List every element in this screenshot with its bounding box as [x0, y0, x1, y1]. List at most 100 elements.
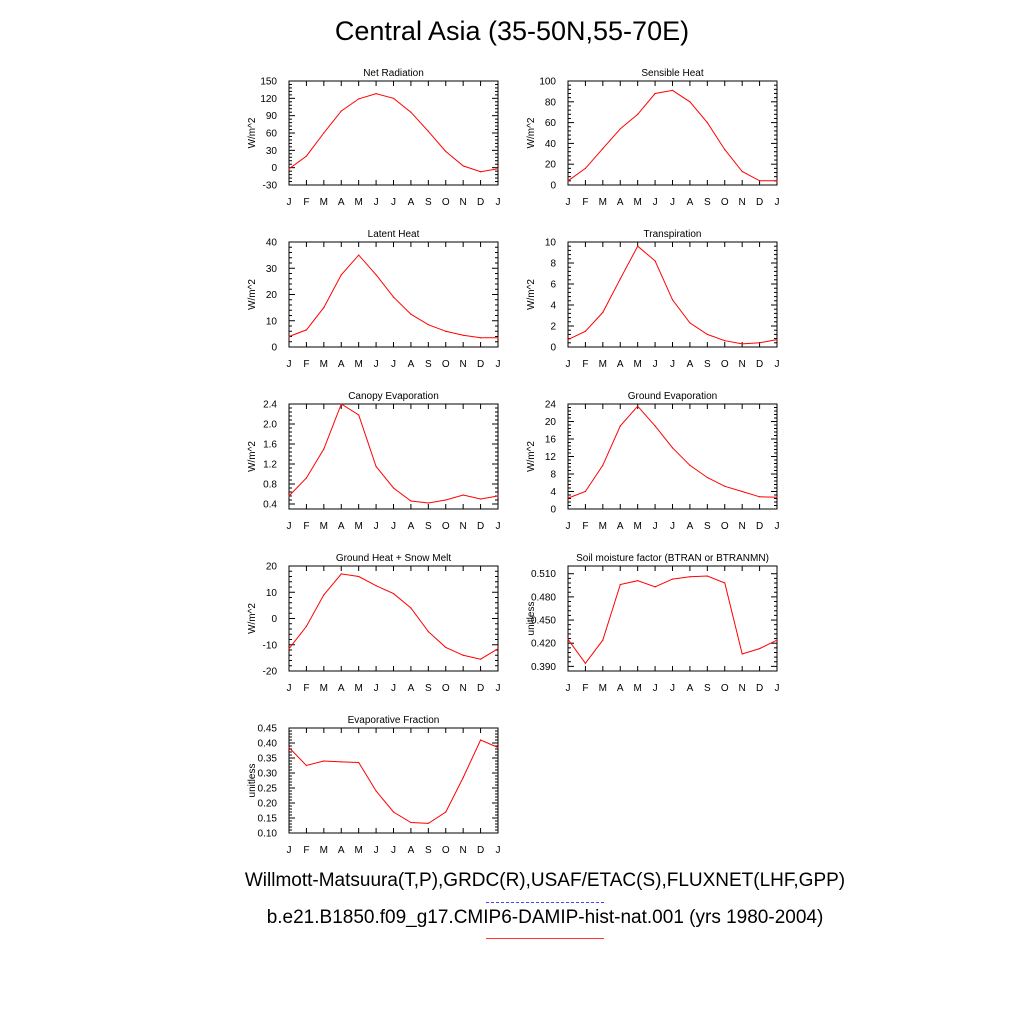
data-point	[392, 97, 395, 99]
data-point	[427, 324, 429, 326]
data-point	[445, 811, 447, 813]
panel-title: Sensible Heat	[641, 68, 703, 79]
panel-title: Canopy Evaporation	[348, 391, 439, 402]
y-axis-label: W/m^2	[247, 603, 258, 634]
series-line	[567, 405, 778, 499]
panel-title: Evaporative Fraction	[348, 715, 440, 726]
y-tick-label: 150	[260, 77, 277, 88]
x-tick-label: J	[496, 845, 501, 856]
data-point	[323, 594, 325, 596]
series-line	[567, 89, 777, 182]
data-point	[375, 274, 377, 276]
data-point	[497, 168, 499, 170]
data-point	[340, 573, 342, 575]
x-tick-label: J	[670, 359, 675, 370]
data-point	[671, 578, 674, 580]
data-point	[305, 625, 308, 627]
data-point	[288, 648, 290, 650]
data-point	[567, 180, 569, 182]
y-tick-label: 40	[266, 238, 278, 249]
y-tick-label: 0.450	[531, 616, 556, 627]
y-tick-label: 0.510	[531, 569, 556, 580]
x-tick-label: O	[442, 521, 450, 532]
data-point	[776, 496, 778, 498]
x-tick-label: S	[704, 359, 711, 370]
x-tick-label: N	[460, 683, 467, 694]
y-tick-label: -10	[263, 640, 278, 651]
data-point	[427, 502, 429, 504]
data-point	[741, 490, 743, 493]
x-tick-label: J	[374, 845, 379, 856]
data-point	[323, 760, 325, 762]
data-point	[427, 631, 429, 633]
panel-title: Ground Heat + Snow Melt	[336, 553, 452, 564]
x-tick-label: A	[408, 683, 415, 694]
y-tick-label: 0.420	[531, 639, 556, 650]
x-tick-label: M	[320, 521, 328, 532]
data-point	[654, 92, 656, 95]
y-axis-label: W/m^2	[526, 441, 537, 472]
y-tick-label: 0	[271, 163, 277, 174]
x-tick-label: J	[287, 845, 292, 856]
y-tick-label: 120	[260, 94, 277, 105]
x-tick-label: D	[756, 521, 763, 532]
data-point	[375, 790, 377, 792]
x-tick-label: J	[670, 521, 675, 532]
data-point	[340, 761, 342, 763]
x-tick-label: J	[391, 197, 396, 208]
data-point	[462, 334, 464, 336]
x-tick-label: A	[687, 521, 694, 532]
y-tick-label: 0.15	[258, 814, 278, 825]
y-tick-label: 30	[266, 146, 278, 157]
x-tick-label: A	[687, 683, 694, 694]
panel-title: Transpiration	[644, 229, 702, 240]
x-tick-label: D	[477, 197, 484, 208]
x-tick-label: N	[739, 359, 746, 370]
data-point	[619, 583, 621, 586]
data-point	[340, 274, 342, 276]
y-tick-label: 20	[266, 290, 278, 301]
y-tick-label: 4	[550, 301, 556, 312]
figure-title: Central Asia (35-50N,55-70E)	[334, 16, 690, 46]
x-tick-label: S	[425, 197, 432, 208]
y-tick-label: 10	[545, 238, 557, 249]
data-point	[288, 335, 290, 338]
x-tick-label: J	[775, 683, 780, 694]
x-tick-label: D	[477, 359, 484, 370]
data-point	[375, 585, 377, 587]
x-tick-label: F	[582, 683, 588, 694]
obs-source-caption: Willmott-Matsuura(T,P),GRDC(R),USAF/ETAC…	[244, 870, 846, 891]
data-point	[758, 648, 761, 650]
data-point	[724, 340, 726, 342]
data-point	[340, 403, 342, 405]
x-tick-label: A	[617, 683, 624, 694]
x-tick-label: D	[477, 845, 484, 856]
x-tick-label: F	[582, 521, 588, 532]
x-tick-label: J	[374, 683, 379, 694]
series-line	[288, 93, 499, 173]
data-point	[637, 113, 639, 115]
y-tick-label: 80	[545, 97, 557, 108]
y-tick-label: 60	[545, 118, 557, 129]
y-tick-label: 8	[550, 259, 556, 270]
data-point	[758, 180, 761, 182]
x-tick-label: S	[704, 521, 711, 532]
data-point	[689, 322, 691, 324]
data-point	[445, 330, 447, 332]
data-point	[706, 333, 708, 335]
data-point	[497, 495, 499, 497]
x-tick-label: S	[425, 521, 432, 532]
panel-title: Latent Heat	[368, 229, 420, 240]
y-tick-label: 2.0	[263, 420, 277, 431]
x-tick-label: M	[633, 197, 641, 208]
data-point	[288, 746, 290, 749]
x-tick-label: J	[653, 197, 658, 208]
x-tick-label: M	[633, 359, 641, 370]
data-point	[462, 165, 464, 167]
data-point	[375, 465, 377, 468]
x-tick-label: J	[391, 845, 396, 856]
y-axis-label: W/m^2	[526, 279, 537, 310]
